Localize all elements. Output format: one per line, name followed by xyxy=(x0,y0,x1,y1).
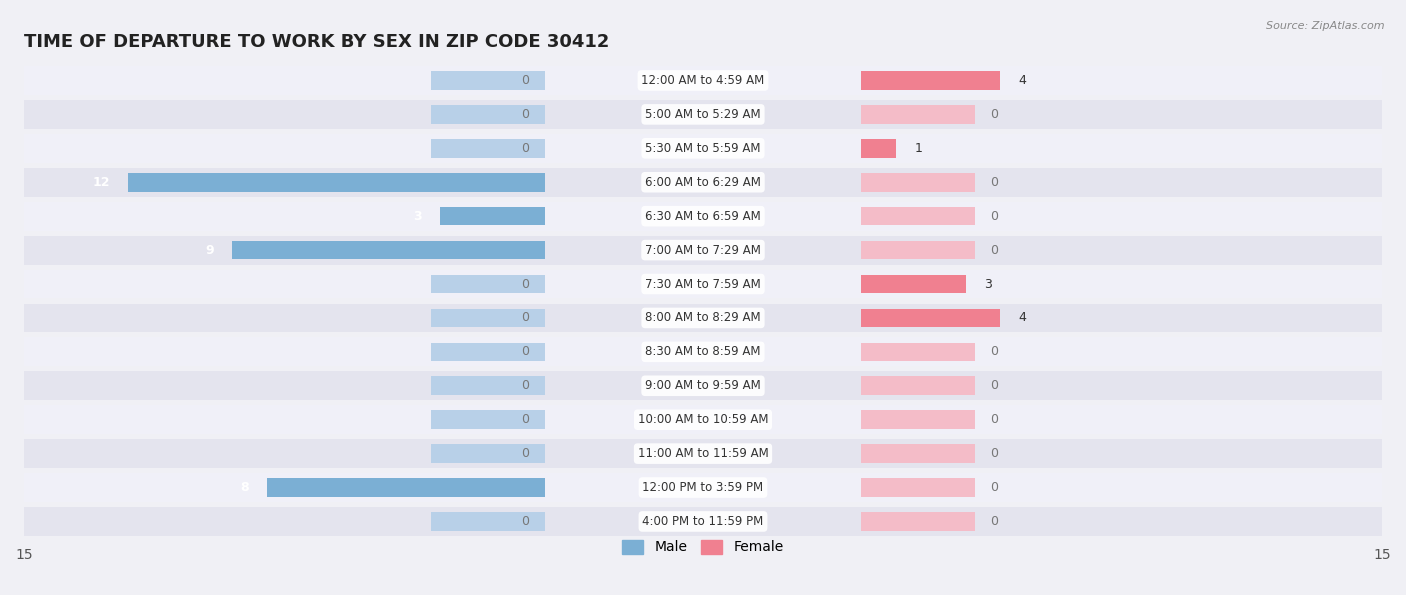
Bar xyxy=(0,473,1406,502)
Text: 3: 3 xyxy=(984,277,991,290)
Bar xyxy=(862,275,966,293)
Bar xyxy=(432,275,544,293)
Bar xyxy=(0,168,1406,197)
Bar xyxy=(432,444,544,463)
Text: 8:30 AM to 8:59 AM: 8:30 AM to 8:59 AM xyxy=(645,345,761,358)
Bar xyxy=(862,377,974,395)
Bar xyxy=(440,207,544,226)
Text: 8:00 AM to 8:29 AM: 8:00 AM to 8:29 AM xyxy=(645,311,761,324)
Text: 6:30 AM to 6:59 AM: 6:30 AM to 6:59 AM xyxy=(645,209,761,223)
Text: 7:00 AM to 7:29 AM: 7:00 AM to 7:29 AM xyxy=(645,243,761,256)
Text: 0: 0 xyxy=(990,515,998,528)
Text: TIME OF DEPARTURE TO WORK BY SEX IN ZIP CODE 30412: TIME OF DEPARTURE TO WORK BY SEX IN ZIP … xyxy=(24,33,609,51)
Bar xyxy=(862,173,974,192)
Bar xyxy=(0,100,1406,129)
Text: 4: 4 xyxy=(1018,311,1026,324)
Text: 9:00 AM to 9:59 AM: 9:00 AM to 9:59 AM xyxy=(645,379,761,392)
Bar xyxy=(432,411,544,429)
Text: 0: 0 xyxy=(520,379,529,392)
Text: 0: 0 xyxy=(990,108,998,121)
Text: 0: 0 xyxy=(990,447,998,460)
Text: 0: 0 xyxy=(520,447,529,460)
Bar xyxy=(128,173,544,192)
Bar xyxy=(0,507,1406,536)
Bar xyxy=(862,512,974,531)
Bar xyxy=(432,377,544,395)
Bar xyxy=(432,105,544,124)
Text: 4: 4 xyxy=(1018,74,1026,87)
Bar xyxy=(232,241,544,259)
Bar xyxy=(0,303,1406,333)
Bar xyxy=(862,105,974,124)
Text: 0: 0 xyxy=(990,379,998,392)
Bar xyxy=(0,337,1406,367)
Bar xyxy=(862,478,974,497)
Text: 7:30 AM to 7:59 AM: 7:30 AM to 7:59 AM xyxy=(645,277,761,290)
Bar xyxy=(0,236,1406,265)
Bar xyxy=(862,411,974,429)
Bar xyxy=(432,343,544,361)
Text: 3: 3 xyxy=(413,209,422,223)
Text: 12: 12 xyxy=(93,176,110,189)
Text: 12:00 PM to 3:59 PM: 12:00 PM to 3:59 PM xyxy=(643,481,763,494)
Bar xyxy=(862,309,1000,327)
Bar xyxy=(0,270,1406,299)
Text: 0: 0 xyxy=(520,345,529,358)
Text: 10:00 AM to 10:59 AM: 10:00 AM to 10:59 AM xyxy=(638,413,768,426)
Bar xyxy=(267,478,544,497)
Bar xyxy=(0,134,1406,163)
Text: 11:00 AM to 11:59 AM: 11:00 AM to 11:59 AM xyxy=(638,447,768,460)
Bar xyxy=(432,71,544,90)
Text: 9: 9 xyxy=(205,243,214,256)
Legend: Male, Female: Male, Female xyxy=(617,534,789,560)
Bar xyxy=(862,343,974,361)
Text: 0: 0 xyxy=(520,277,529,290)
Text: 4:00 PM to 11:59 PM: 4:00 PM to 11:59 PM xyxy=(643,515,763,528)
Text: 0: 0 xyxy=(520,74,529,87)
Text: 5:30 AM to 5:59 AM: 5:30 AM to 5:59 AM xyxy=(645,142,761,155)
Text: 0: 0 xyxy=(520,108,529,121)
Text: 6:00 AM to 6:29 AM: 6:00 AM to 6:29 AM xyxy=(645,176,761,189)
Bar xyxy=(862,139,896,158)
Text: 0: 0 xyxy=(990,209,998,223)
Text: 0: 0 xyxy=(990,481,998,494)
Bar xyxy=(0,371,1406,400)
Bar xyxy=(0,66,1406,95)
Text: Source: ZipAtlas.com: Source: ZipAtlas.com xyxy=(1267,21,1385,31)
Text: 0: 0 xyxy=(990,413,998,426)
Text: 5:00 AM to 5:29 AM: 5:00 AM to 5:29 AM xyxy=(645,108,761,121)
Text: 0: 0 xyxy=(990,345,998,358)
Bar xyxy=(432,139,544,158)
Bar xyxy=(432,309,544,327)
Bar xyxy=(862,71,1000,90)
Text: 0: 0 xyxy=(520,311,529,324)
Bar xyxy=(862,207,974,226)
Text: 0: 0 xyxy=(520,515,529,528)
Bar xyxy=(0,439,1406,468)
Bar xyxy=(862,444,974,463)
Bar xyxy=(0,202,1406,231)
Text: 0: 0 xyxy=(520,413,529,426)
Text: 12:00 AM to 4:59 AM: 12:00 AM to 4:59 AM xyxy=(641,74,765,87)
Bar xyxy=(862,241,974,259)
Text: 0: 0 xyxy=(990,243,998,256)
Text: 1: 1 xyxy=(914,142,922,155)
Text: 0: 0 xyxy=(520,142,529,155)
Bar xyxy=(0,405,1406,434)
Bar xyxy=(432,512,544,531)
Text: 0: 0 xyxy=(990,176,998,189)
Text: 8: 8 xyxy=(240,481,249,494)
